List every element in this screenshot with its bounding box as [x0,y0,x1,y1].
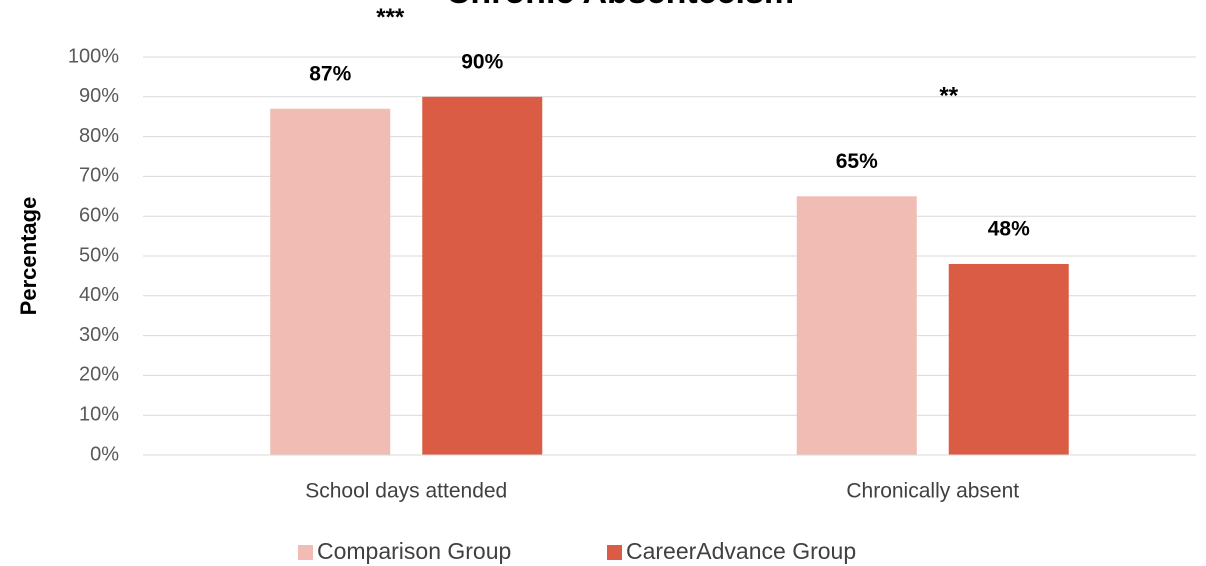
significance-annotation: ** [939,83,958,110]
value-label: 65% [836,150,878,173]
x-tick-label: Chronically absent [846,480,1019,503]
chart-title: Chronic Absenteeism [446,0,794,11]
y-tick-label: 100% [68,45,119,67]
y-tick-label: 20% [79,364,119,386]
significance-annotation: *** [376,4,405,31]
y-tick-label: 50% [79,244,119,266]
legend-swatch [298,545,313,560]
y-tick-label: 30% [79,324,119,346]
value-label: 87% [309,62,351,85]
bar [948,263,1069,455]
y-tick-label: 80% [79,125,119,147]
legend-label: Comparison Group [317,538,511,564]
y-axis-label: Percentage [16,197,41,316]
legend-swatch [607,545,622,560]
bar [796,196,917,456]
x-tick-label: School days attended [305,480,507,503]
y-tick-label: 40% [79,284,119,306]
y-tick-label: 0% [90,443,119,465]
bar [270,108,391,456]
bar [422,96,543,456]
value-label: 90% [461,50,503,73]
legend-label: CareerAdvance Group [626,538,856,564]
y-tick-label: 60% [79,204,119,226]
value-label: 48% [988,218,1030,241]
y-tick-label: 70% [79,165,119,187]
y-tick-label: 90% [79,85,119,107]
y-tick-label: 10% [79,403,119,425]
